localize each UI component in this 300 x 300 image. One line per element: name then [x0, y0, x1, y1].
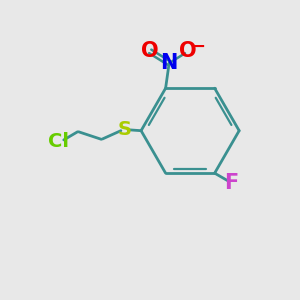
Text: −: − — [190, 38, 205, 56]
Text: F: F — [224, 173, 239, 193]
Text: O: O — [141, 41, 159, 62]
Text: S: S — [118, 120, 132, 139]
Text: O: O — [179, 41, 197, 62]
Text: Cl: Cl — [48, 132, 69, 151]
Text: N: N — [160, 53, 178, 73]
